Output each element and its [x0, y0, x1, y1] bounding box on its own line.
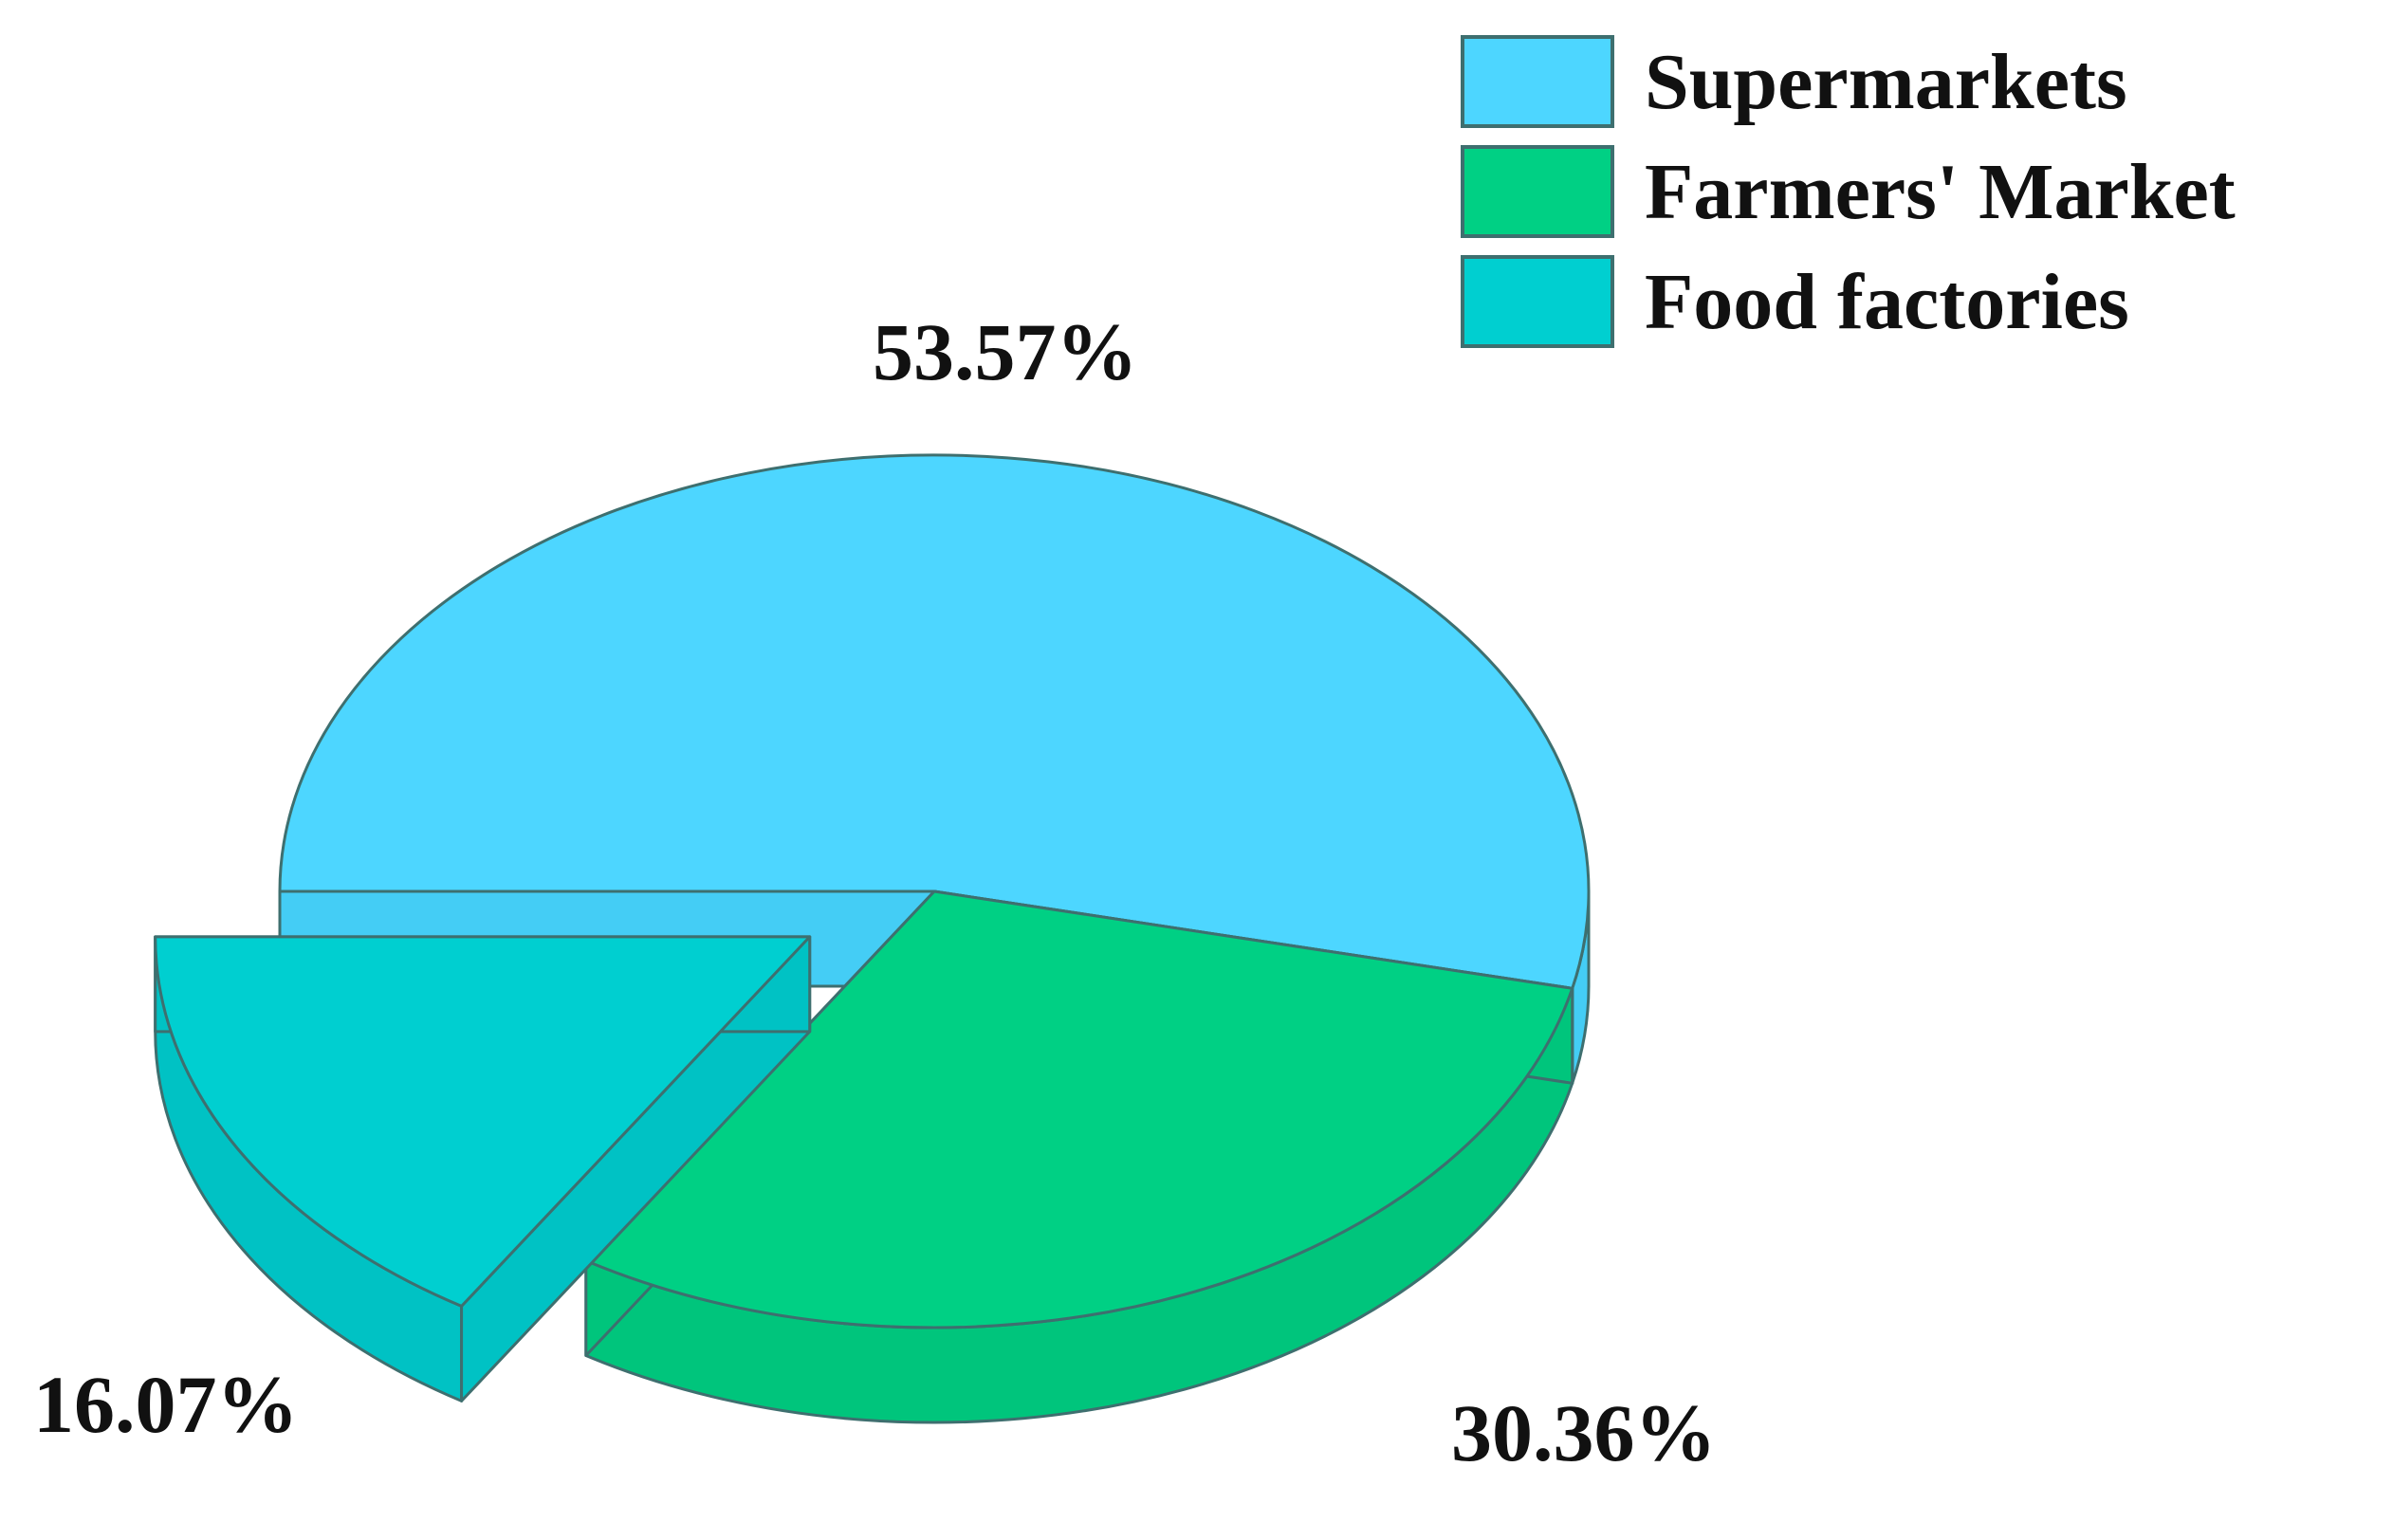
pie-group [154, 453, 1591, 1424]
pie-slice-farmers-market [584, 889, 1574, 1329]
legend-item-farmers-market: Farmers' Market [1461, 137, 2236, 247]
slice-value-label-supermarkets: 53.57% [873, 306, 1138, 397]
legend-item-supermarkets: Supermarkets [1461, 27, 2236, 137]
legend-item-food-factories: Food factories [1461, 247, 2236, 357]
legend-label-farmers-market: Farmers' Market [1645, 147, 2236, 236]
slice-value-label-food-factories: 16.07% [33, 1359, 299, 1450]
legend-swatch-supermarkets [1461, 35, 1614, 128]
legend-label-supermarkets: Supermarkets [1645, 37, 2127, 126]
legend-label-food-factories: Food factories [1645, 257, 2129, 346]
pie-slice-supermarkets [278, 453, 1591, 990]
legend-swatch-farmers-market [1461, 145, 1614, 238]
pie-slice-food-factories [154, 935, 812, 1308]
legend-swatch-food-factories [1461, 255, 1614, 348]
legend: Supermarkets Farmers' Market Food factor… [1461, 27, 2236, 357]
slice-value-label-farmers-market: 30.36% [1451, 1387, 1717, 1478]
